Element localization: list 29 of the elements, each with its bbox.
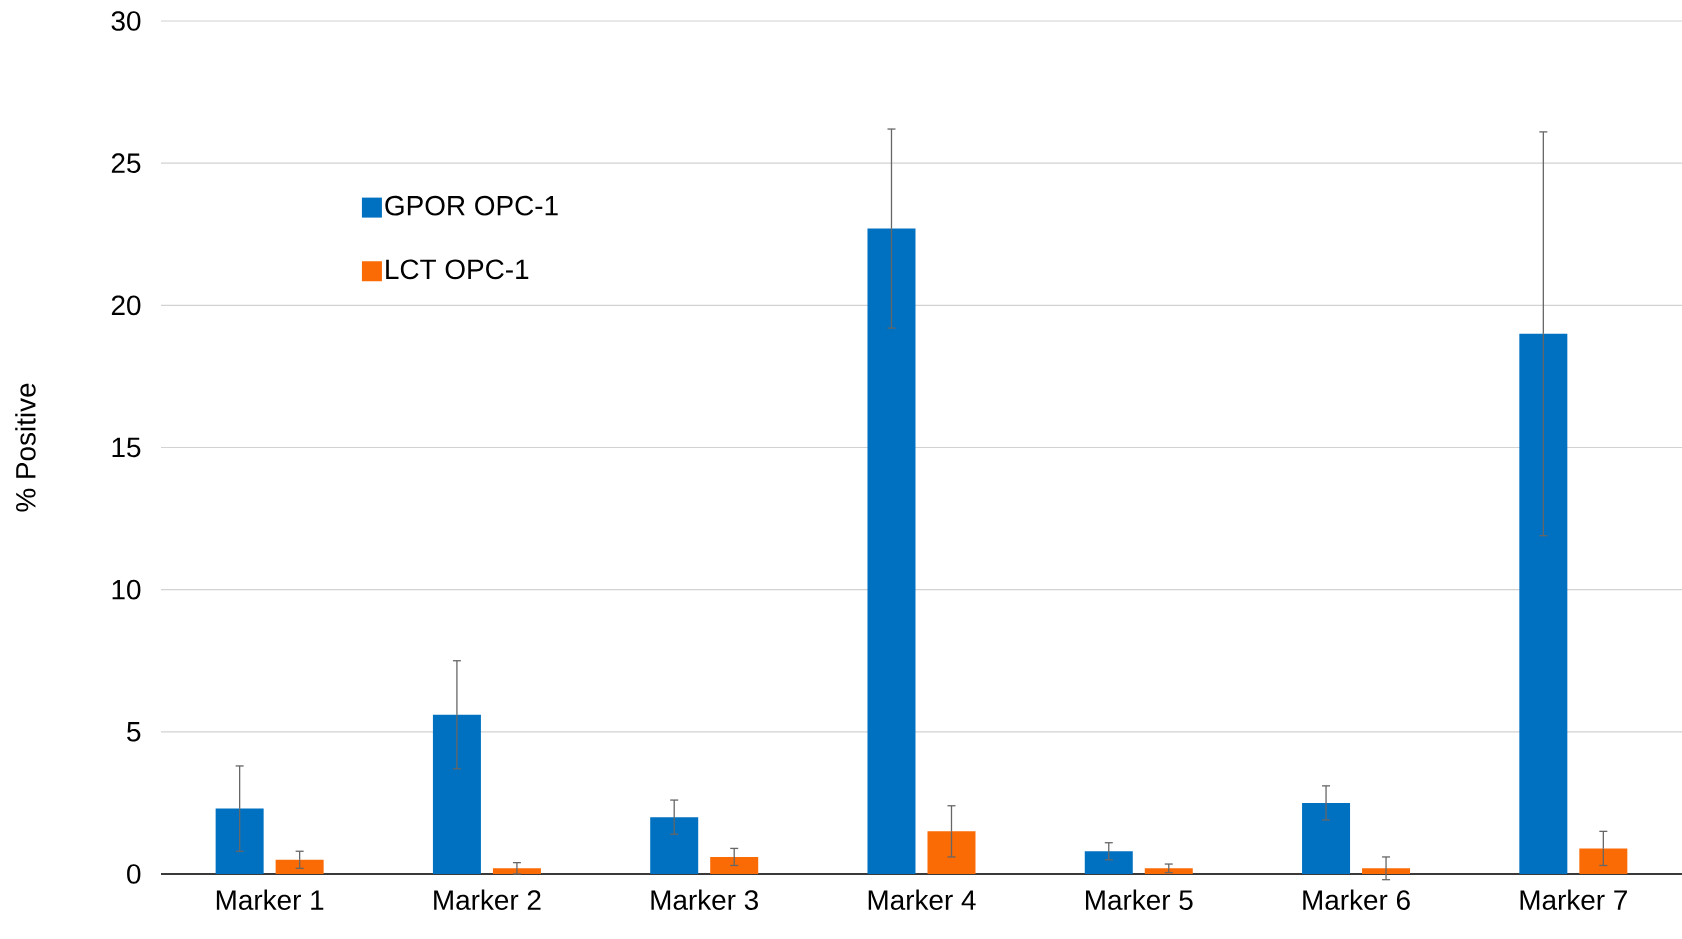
bar xyxy=(1302,802,1351,874)
x-tick-label: Marker 3 xyxy=(651,889,758,910)
bar xyxy=(1579,848,1628,874)
x-tick-label: Marker 1 xyxy=(216,889,324,910)
bar xyxy=(492,868,541,874)
y-tick-label: 25 xyxy=(111,153,141,174)
y-axis-title: % Positive xyxy=(15,383,36,512)
bar xyxy=(1144,868,1193,874)
bar xyxy=(867,228,916,874)
legend-label: GPOR OPC-1 xyxy=(385,195,558,216)
bar xyxy=(275,859,324,874)
bar xyxy=(1362,868,1411,874)
y-tick-label: 5 xyxy=(127,722,141,742)
y-tick-label: 0 xyxy=(127,864,141,884)
y-tick-label: 10 xyxy=(112,579,141,600)
bar xyxy=(1519,333,1568,874)
bar xyxy=(650,817,699,874)
bar xyxy=(710,856,759,874)
bar xyxy=(432,714,481,874)
bar xyxy=(1084,851,1133,874)
y-tick-label: 30 xyxy=(111,11,141,31)
legend-label: LCT OPC-1 xyxy=(386,259,529,280)
y-tick-label: 15 xyxy=(112,437,141,458)
x-tick-label: Marker 6 xyxy=(1303,889,1410,910)
x-tick-label: Marker 5 xyxy=(1086,889,1193,910)
x-tick-label: Marker 7 xyxy=(1520,889,1627,910)
x-tick-label: Marker 4 xyxy=(868,889,976,910)
x-tick-label: Marker 2 xyxy=(434,889,541,910)
y-tick-label: 20 xyxy=(111,295,141,316)
